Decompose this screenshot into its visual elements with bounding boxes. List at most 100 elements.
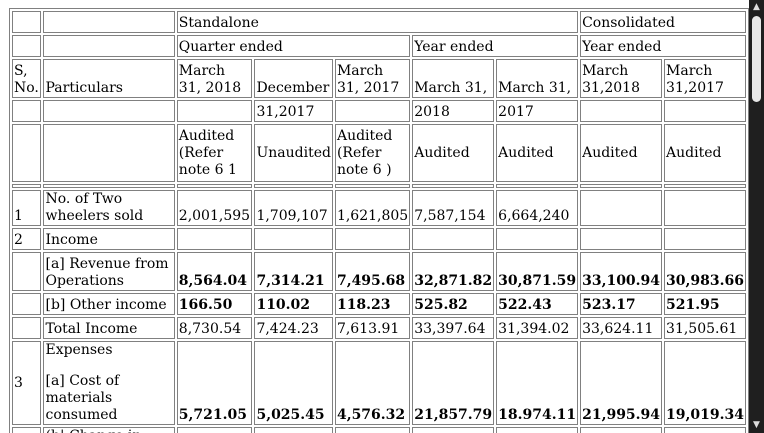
date-col5-cont: 2017 — [496, 100, 579, 122]
row-sno — [12, 252, 42, 291]
row-label: (b| Change in inventories of finished go… — [43, 427, 175, 433]
empty-cell — [43, 100, 175, 122]
row-value: 7,424.23 — [254, 317, 333, 339]
sno-header: S, No. — [12, 59, 42, 98]
row-value: 19,019.34 — [664, 341, 746, 425]
empty-cell — [43, 124, 175, 182]
year-ended-header: Year ended — [412, 35, 579, 57]
row-value: 2,001,595 — [176, 190, 253, 226]
row-value: 523.17 — [580, 293, 663, 315]
empty-cell — [176, 100, 253, 122]
vertical-scrollbar[interactable]: ▲ ▼ — [749, 0, 764, 433]
row-value — [580, 190, 663, 226]
quarter-ended-header: Quarter ended — [176, 35, 411, 57]
empty-cell — [43, 11, 175, 33]
table-row: Total Income 8,730.54 7,424.23 7,613.91 … — [12, 317, 746, 339]
audit-col4: Audited — [412, 124, 495, 182]
date-col6: March 31,2018 — [580, 59, 663, 98]
table-row: 3 Expenses [a] Cost of materials consume… — [12, 341, 746, 425]
header-row-audit: Audited (Refer note 6 1 Unaudited Audite… — [12, 124, 746, 182]
consolidated-header: Consolidated — [580, 11, 746, 33]
row-value: 8,564.04 — [176, 252, 253, 291]
row-label-group: Expenses [a] Cost of materials consumed — [43, 341, 175, 425]
row-value: 1,621,805 — [334, 190, 411, 226]
empty-cell — [12, 100, 42, 122]
year-ended-consolidated-header: Year ended — [580, 35, 746, 57]
table-row: 1 No. of Two wheelers sold 2,001,595 1,7… — [12, 190, 746, 226]
table-row: (b| Change in inventories of finished go… — [12, 427, 746, 433]
audit-col5: Audited — [496, 124, 579, 182]
row-label: Total Income — [43, 317, 175, 339]
row-value: 7,587,154 — [412, 190, 495, 226]
row-value — [664, 190, 746, 226]
empty-cell — [43, 35, 175, 57]
table-row: [b] Other income 166.50 110.02 118.23 52… — [12, 293, 746, 315]
row-sno: 1 — [12, 190, 42, 226]
row-value: 30,983.66 — [664, 252, 746, 291]
row-value: 33,624.11 — [580, 317, 663, 339]
row-value: 110.02 — [254, 293, 333, 315]
scrollbar-thumb[interactable] — [752, 16, 761, 102]
date-col4-cont: 2018 — [412, 100, 495, 122]
row-sno — [12, 427, 42, 433]
audit-col1: Audited (Refer note 6 1 — [176, 124, 253, 182]
header-row-dates-cont: 31,2017 2018 2017 — [12, 100, 746, 122]
audit-col3: Audited (Refer note 6 ) — [334, 124, 411, 182]
row-value: 31,394.02 — [496, 317, 579, 339]
row-value: 31,505.61 — [664, 317, 746, 339]
row-value: 7,495.68 — [334, 252, 411, 291]
row-value: 33,397.64 — [412, 317, 495, 339]
scroll-up-arrow-icon[interactable]: ▲ — [753, 2, 760, 12]
row-value: 18.974.11 — [496, 341, 579, 425]
row-value: 5,721.05 — [176, 341, 253, 425]
row-value: 32,871.82 — [412, 252, 495, 291]
row-value: 5,025.45 — [254, 341, 333, 425]
empty-cell — [12, 124, 42, 182]
row-label: [b] Other income — [43, 293, 175, 315]
row-value: 118.23 — [334, 293, 411, 315]
table-row: 2 Income — [12, 228, 746, 250]
empty-cell — [664, 100, 746, 122]
standalone-header: Standalone — [176, 11, 579, 33]
particulars-header: Particulars — [43, 59, 175, 98]
audit-col7: Audited — [664, 124, 746, 182]
financial-results-table: Standalone Consolidated Quarter ended Ye… — [9, 8, 749, 433]
empty-cell — [12, 35, 42, 57]
empty-cell — [334, 100, 411, 122]
row-value: 21,995.94 — [580, 341, 663, 425]
row-value: 33,100.94 — [580, 252, 663, 291]
scroll-down-arrow-icon[interactable]: ▼ — [753, 420, 760, 430]
header-row-period: Quarter ended Year ended Year ended — [12, 35, 746, 57]
expenses-heading: Expenses — [45, 342, 113, 358]
date-col3: March 31, 2017 — [334, 59, 411, 98]
empty-cell — [12, 11, 42, 33]
header-row-dates: S, No. Particulars March 31, 2018 Decemb… — [12, 59, 746, 98]
row-sno: 2 — [12, 228, 42, 250]
row-label: Income — [43, 228, 175, 250]
table-row: [a] Revenue from Operations 8,564.04 7,3… — [12, 252, 746, 291]
date-col7: March 31,2017 — [664, 59, 746, 98]
row-value: 521.95 — [664, 293, 746, 315]
row-label: No. of Two wheelers sold — [43, 190, 175, 226]
date-col5: March 31, — [496, 59, 579, 98]
row-value: 7,613.91 — [334, 317, 411, 339]
date-col2-cont: 31,2017 — [254, 100, 333, 122]
row-label: [a] Revenue from Operations — [43, 252, 175, 291]
row-value: 4,576.32 — [334, 341, 411, 425]
separator-row — [12, 184, 746, 188]
date-col4: March 31, — [412, 59, 495, 98]
date-col1: March 31, 2018 — [176, 59, 253, 98]
row-sno — [12, 293, 42, 315]
row-value: 166.50 — [176, 293, 253, 315]
row-value: 522.43 — [496, 293, 579, 315]
audit-col2: Unaudited — [254, 124, 333, 182]
row-value: 30,871.59 — [496, 252, 579, 291]
row-value: 7,314.21 — [254, 252, 333, 291]
row-value: 1,709,107 — [254, 190, 333, 226]
date-col2: December — [254, 59, 333, 98]
row-value: 525.82 — [412, 293, 495, 315]
row-sno: 3 — [12, 341, 42, 425]
row-value: 8,730.54 — [176, 317, 253, 339]
row-label: [a] Cost of materials consumed — [45, 373, 120, 423]
